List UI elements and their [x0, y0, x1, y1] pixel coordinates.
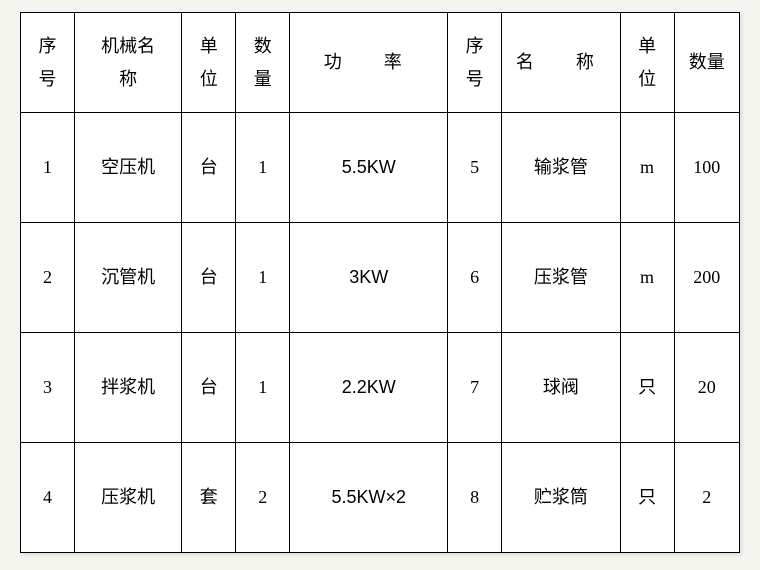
cell-qty2: 200: [674, 223, 739, 333]
cell-qty1: 1: [236, 113, 290, 223]
cell-qty2: 2: [674, 443, 739, 553]
cell-qty1: 1: [236, 333, 290, 443]
header-unit2-l2: 位: [623, 63, 672, 95]
cell-name1: 压浆机: [75, 443, 182, 553]
header-qty2: 数量: [674, 13, 739, 113]
header-unit1-l2: 位: [184, 63, 233, 95]
cell-unit1: 台: [182, 333, 236, 443]
cell-seq1: 3: [21, 333, 75, 443]
header-seq2-l1: 序: [450, 30, 499, 62]
cell-name2: 贮浆筒: [502, 443, 620, 553]
cell-unit1: 台: [182, 223, 236, 333]
header-name1-l2: 称: [77, 63, 179, 95]
cell-name2: 输浆管: [502, 113, 620, 223]
header-name1-l1: 机械名: [77, 30, 179, 62]
cell-name2: 球阀: [502, 333, 620, 443]
header-qty1-l2: 量: [238, 63, 287, 95]
header-seq2: 序 号: [448, 13, 502, 113]
header-unit1-l1: 单: [184, 30, 233, 62]
header-seq2-l2: 号: [450, 63, 499, 95]
cell-seq1: 4: [21, 443, 75, 553]
cell-unit2: 只: [620, 333, 674, 443]
cell-unit1: 套: [182, 443, 236, 553]
header-power-label: 功 率: [324, 52, 414, 72]
cell-unit2: m: [620, 223, 674, 333]
header-power: 功 率: [290, 13, 448, 113]
table-row: 1 空压机 台 1 5.5KW 5 输浆管 m 100: [21, 113, 740, 223]
header-name1: 机械名 称: [75, 13, 182, 113]
header-qty1: 数 量: [236, 13, 290, 113]
cell-unit1: 台: [182, 113, 236, 223]
header-seq1-l2: 号: [23, 63, 72, 95]
cell-qty2: 20: [674, 333, 739, 443]
cell-power: 5.5KW×2: [290, 443, 448, 553]
cell-power: 3KW: [290, 223, 448, 333]
cell-power: 5.5KW: [290, 113, 448, 223]
cell-unit2: m: [620, 113, 674, 223]
cell-seq2: 6: [448, 223, 502, 333]
cell-name1: 沉管机: [75, 223, 182, 333]
cell-seq2: 5: [448, 113, 502, 223]
cell-unit2: 只: [620, 443, 674, 553]
cell-qty1: 1: [236, 223, 290, 333]
cell-seq2: 7: [448, 333, 502, 443]
table-body: 1 空压机 台 1 5.5KW 5 输浆管 m 100 2 沉管机 台 1 3K…: [21, 113, 740, 553]
header-unit1: 单 位: [182, 13, 236, 113]
table-header-row: 序 号 机械名 称 单 位 数 量: [21, 13, 740, 113]
header-unit2-l1: 单: [623, 30, 672, 62]
cell-seq1: 2: [21, 223, 75, 333]
header-qty1-l1: 数: [238, 30, 287, 62]
header-seq1-l1: 序: [23, 30, 72, 62]
cell-qty1: 2: [236, 443, 290, 553]
header-unit2: 单 位: [620, 13, 674, 113]
cell-power: 2.2KW: [290, 333, 448, 443]
header-name2-label: 名 称: [516, 52, 606, 72]
cell-seq2: 8: [448, 443, 502, 553]
header-name2: 名 称: [502, 13, 620, 113]
cell-name2: 压浆管: [502, 223, 620, 333]
table-row: 2 沉管机 台 1 3KW 6 压浆管 m 200: [21, 223, 740, 333]
header-qty2-label: 数量: [689, 52, 725, 72]
cell-name1: 拌浆机: [75, 333, 182, 443]
cell-seq1: 1: [21, 113, 75, 223]
cell-name1: 空压机: [75, 113, 182, 223]
table-row: 3 拌浆机 台 1 2.2KW 7 球阀 只 20: [21, 333, 740, 443]
cell-qty2: 100: [674, 113, 739, 223]
equipment-table: 序 号 机械名 称 单 位 数 量: [20, 12, 740, 553]
header-seq1: 序 号: [21, 13, 75, 113]
table-row: 4 压浆机 套 2 5.5KW×2 8 贮浆筒 只 2: [21, 443, 740, 553]
